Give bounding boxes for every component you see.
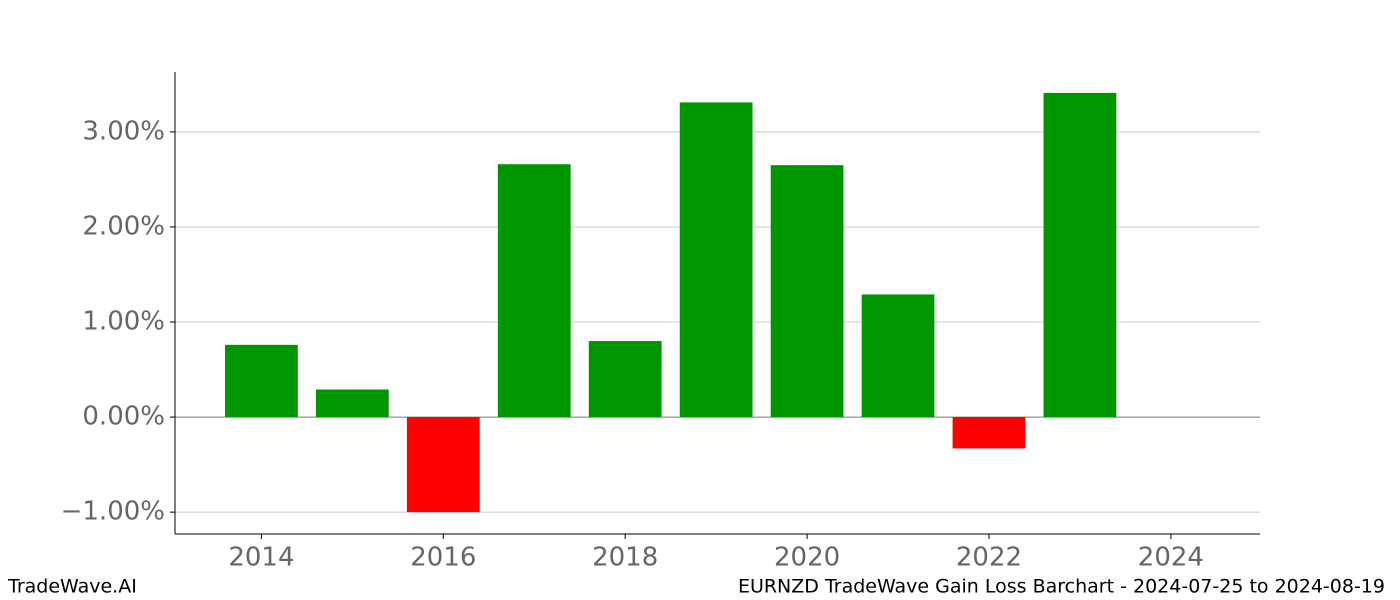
y-tick-label: 1.00% [82, 307, 165, 337]
chart-title: EURNZD TradeWave Gain Loss Barchart - 20… [738, 576, 1385, 598]
bar [952, 417, 1026, 449]
y-tick-label: −1.00% [61, 497, 165, 527]
bar [497, 164, 571, 418]
x-tick-label: 2020 [774, 543, 840, 573]
x-tick-label: 2022 [956, 543, 1022, 573]
y-tick-label: 0.00% [82, 402, 165, 432]
x-tick-label: 2024 [1138, 543, 1204, 573]
bar [225, 344, 298, 418]
x-tick-label: 2018 [592, 543, 658, 573]
x-tick-label: 2014 [228, 543, 294, 573]
y-tick-label: 3.00% [82, 116, 165, 146]
y-tick-label: 2.00% [82, 211, 165, 241]
bar [679, 102, 753, 418]
bar [406, 417, 480, 513]
x-tick-label: 2016 [410, 543, 476, 573]
watermark: TradeWave.AI [7, 576, 137, 598]
bar [1043, 92, 1117, 418]
bar [315, 389, 389, 418]
bar [588, 341, 662, 418]
bar [770, 165, 844, 418]
bar [861, 294, 935, 418]
